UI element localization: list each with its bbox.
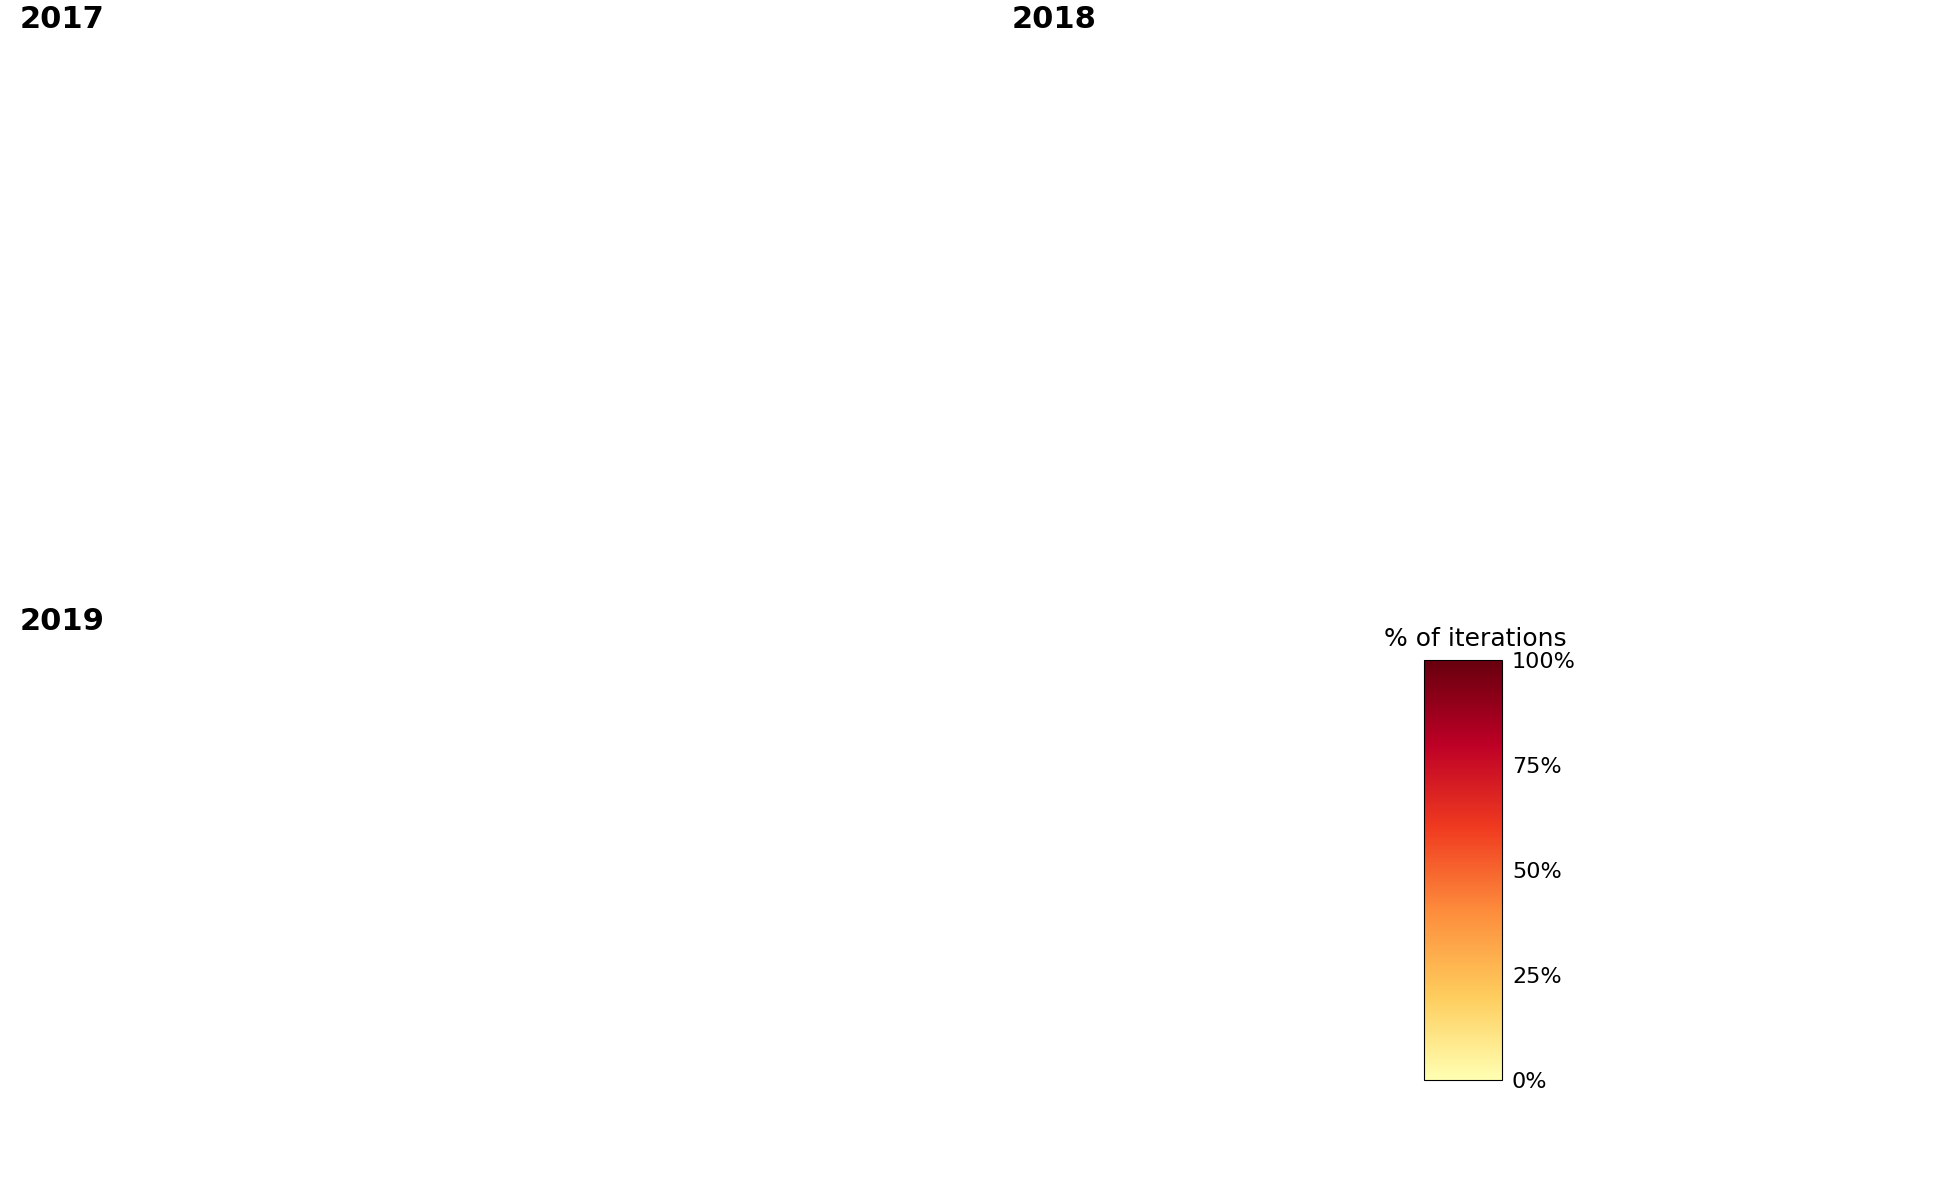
Text: 2017: 2017 — [20, 5, 103, 34]
Text: 2018: 2018 — [1012, 5, 1096, 34]
Text: 2019: 2019 — [20, 607, 105, 636]
Text: % of iterations: % of iterations — [1384, 628, 1568, 652]
